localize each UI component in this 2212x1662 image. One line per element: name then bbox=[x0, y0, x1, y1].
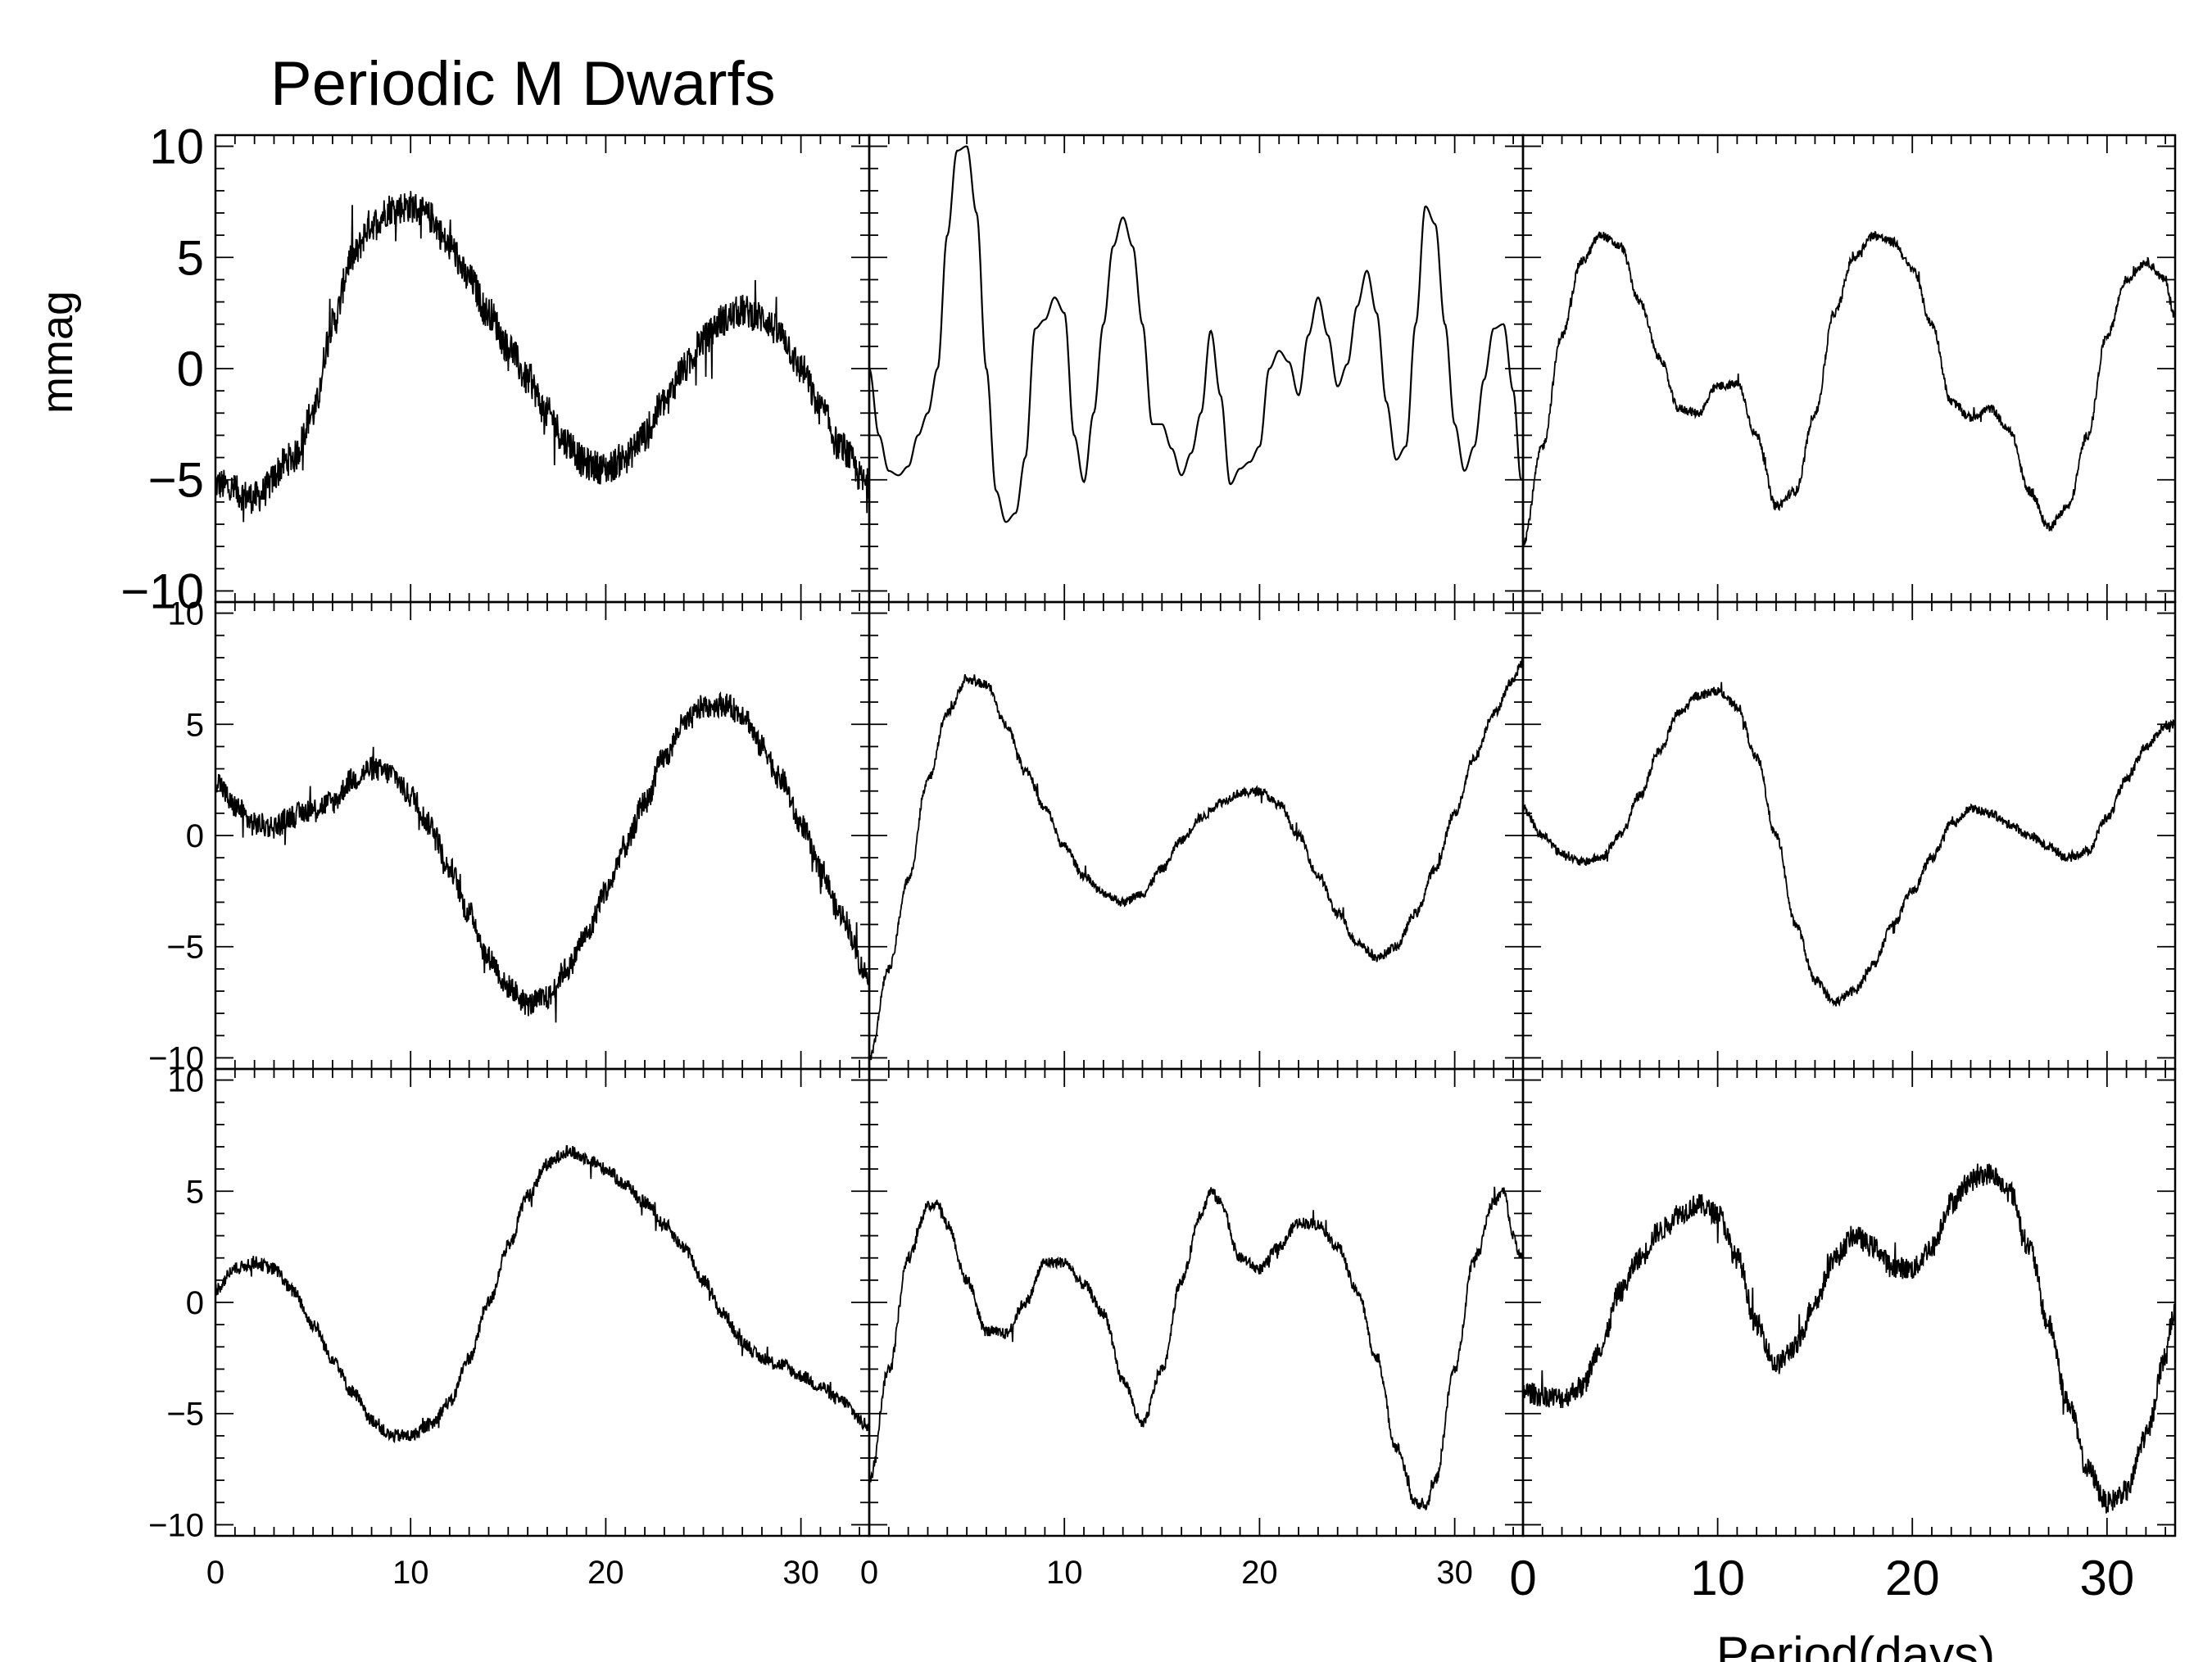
panel-frame bbox=[214, 1067, 871, 1537]
y-tick-label: 0 bbox=[186, 818, 204, 854]
panel-frame bbox=[868, 600, 1525, 1071]
x-tick-label: 0 bbox=[1509, 1551, 1536, 1605]
x-tick-label: 0 bbox=[206, 1555, 224, 1591]
y-tick-label: 5 bbox=[186, 1174, 204, 1210]
x-tick-label: 20 bbox=[587, 1555, 624, 1591]
light-curve-line bbox=[869, 1186, 1523, 1510]
light-curve-line bbox=[1523, 230, 2175, 546]
x-tick-label: 30 bbox=[782, 1555, 819, 1591]
light-curve-line bbox=[215, 1144, 869, 1443]
y-tick-label: −5 bbox=[148, 453, 204, 508]
x-tick-label: 20 bbox=[1885, 1551, 1940, 1605]
light-curve-line bbox=[1523, 1163, 2175, 1514]
y-tick-label: 0 bbox=[177, 342, 204, 396]
panel-frame bbox=[214, 134, 871, 604]
panel-frame bbox=[1521, 134, 2177, 604]
y-tick-label: 10 bbox=[168, 1063, 205, 1099]
y-tick-label: −5 bbox=[166, 930, 204, 966]
x-tick-label: 0 bbox=[860, 1555, 878, 1591]
x-tick-label: 30 bbox=[2079, 1551, 2134, 1605]
chart-title: Periodic M Dwarfs bbox=[270, 49, 776, 119]
x-tick-label: 30 bbox=[1436, 1555, 1473, 1591]
y-tick-label: −10 bbox=[148, 1040, 204, 1076]
x-axis-label: Period(days) bbox=[1716, 1627, 1995, 1662]
y-tick-label: 5 bbox=[186, 707, 204, 743]
y-tick-label: 10 bbox=[149, 120, 204, 174]
y-tick-label: −5 bbox=[166, 1397, 204, 1433]
light-curve-line bbox=[869, 658, 1523, 1061]
y-tick-label: −10 bbox=[148, 1507, 204, 1543]
y-tick-label: 0 bbox=[186, 1285, 204, 1321]
y-axis-label: mmag bbox=[33, 291, 82, 414]
light-curve-line bbox=[215, 691, 869, 1023]
panel-frame bbox=[868, 1067, 1525, 1537]
panel-frame bbox=[1521, 1067, 2177, 1537]
light-curve-line bbox=[215, 191, 869, 523]
light-curve-line bbox=[1523, 682, 2175, 1008]
y-tick-label: −10 bbox=[120, 564, 204, 618]
x-tick-label: 10 bbox=[1046, 1555, 1083, 1591]
x-tick-label: 10 bbox=[392, 1555, 429, 1591]
y-tick-label: 10 bbox=[168, 596, 205, 632]
x-tick-label: 20 bbox=[1241, 1555, 1278, 1591]
x-tick-label: 10 bbox=[1690, 1551, 1745, 1605]
y-tick-label: 5 bbox=[177, 230, 204, 285]
light-curve-line bbox=[869, 145, 1523, 523]
panel-frame bbox=[868, 134, 1525, 604]
